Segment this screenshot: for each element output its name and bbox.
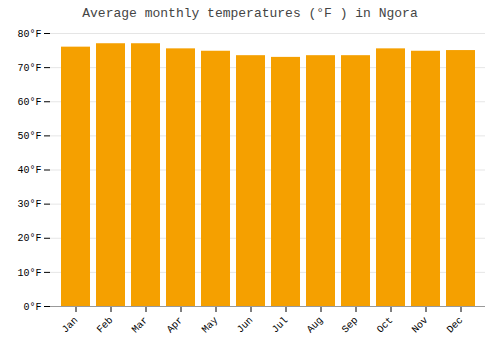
svg-text:50°F: 50°F: [17, 131, 41, 142]
svg-text:Sep: Sep: [340, 315, 361, 336]
html-text:Average monthly temperatures (: Average monthly temperatures (°F ) in Ng…: [82, 6, 418, 21]
svg-text:Jul: Jul: [270, 315, 291, 336]
svg-text:10°F: 10°F: [17, 268, 41, 279]
svg-text:80°F: 80°F: [17, 29, 41, 40]
svg-text:Jun: Jun: [235, 315, 256, 336]
svg-text:Mar: Mar: [130, 315, 151, 336]
svg-text:Jan: Jan: [60, 315, 81, 336]
svg-text:Feb: Feb: [95, 315, 116, 336]
svg-text:May: May: [200, 315, 221, 336]
svg-text:60°F: 60°F: [17, 97, 41, 108]
svg-text:70°F: 70°F: [17, 63, 41, 74]
svg-text:30°F: 30°F: [17, 199, 41, 210]
svg-text:20°F: 20°F: [17, 233, 41, 244]
svg-text:40°F: 40°F: [17, 165, 41, 176]
svg-text:Nov: Nov: [410, 315, 431, 336]
svg-text:Apr: Apr: [165, 315, 186, 336]
svg-text:Oct: Oct: [375, 315, 396, 336]
svg-text:Aug: Aug: [305, 315, 326, 336]
svg-text:0°F: 0°F: [23, 302, 41, 313]
svg-text:Dec: Dec: [445, 315, 466, 336]
